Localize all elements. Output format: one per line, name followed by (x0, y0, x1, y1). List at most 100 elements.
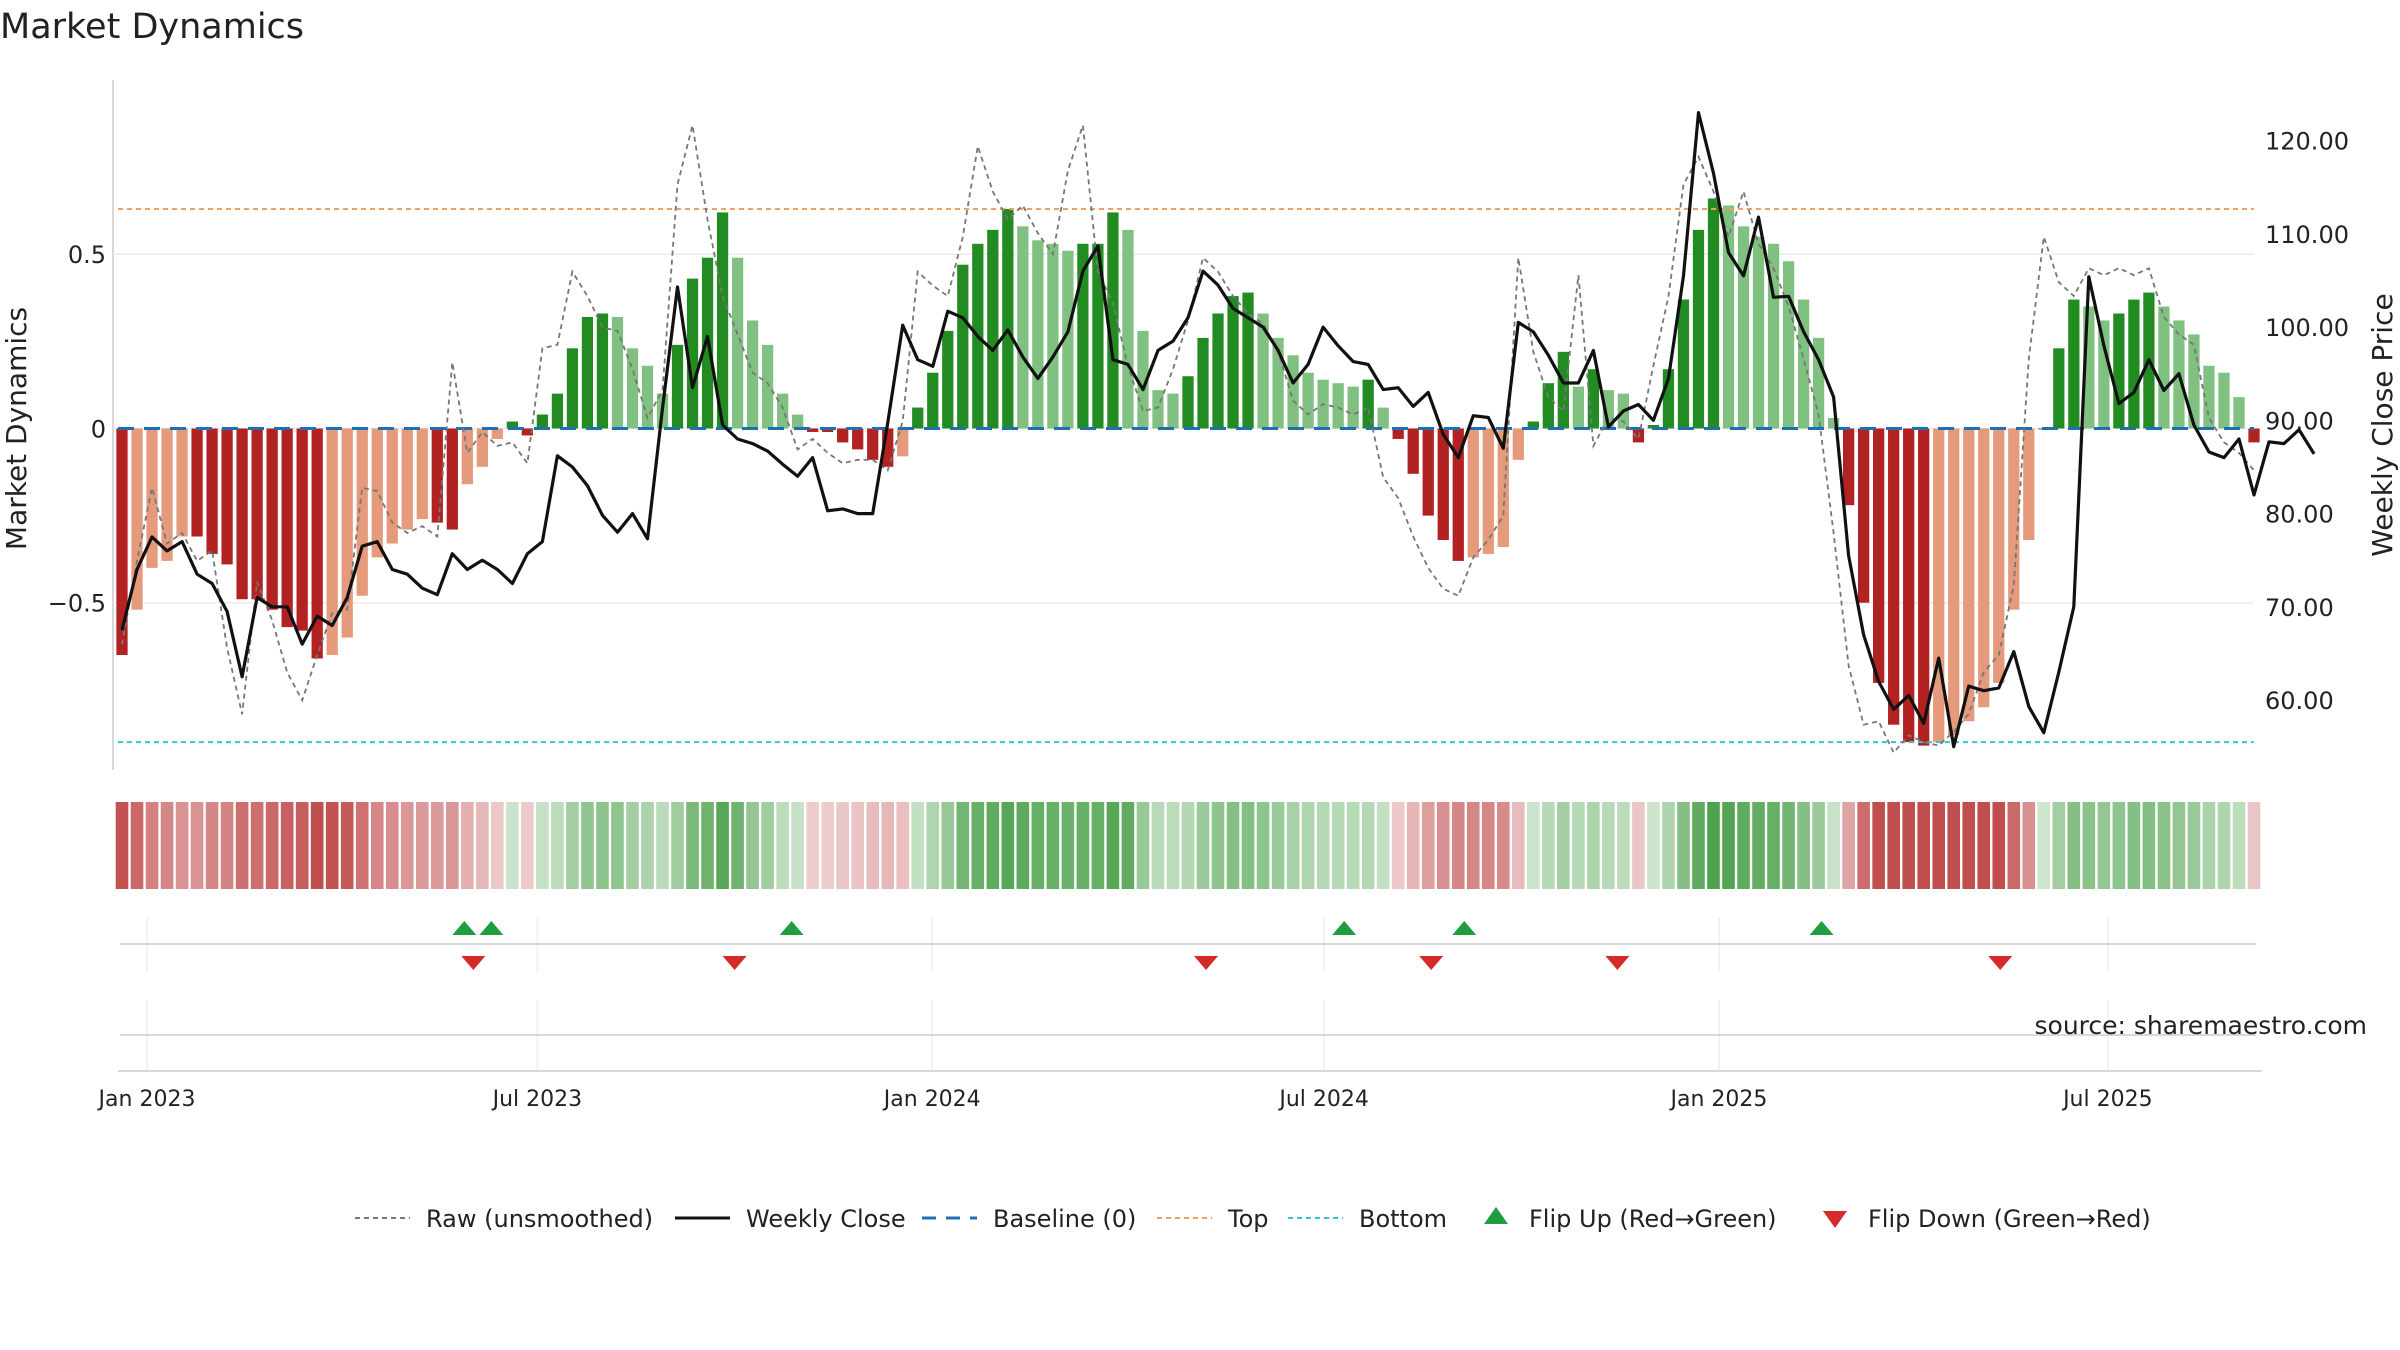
regime-cell (1076, 802, 1090, 889)
regime-cell (1301, 802, 1315, 889)
dynamics-bar (1993, 428, 2005, 683)
dynamics-bar (1512, 428, 1524, 460)
dynamics-bar (2128, 299, 2140, 429)
regime-cell (1031, 802, 1045, 889)
dynamics-bar (1152, 390, 1164, 429)
legend-label: Baseline (0) (993, 1205, 1136, 1233)
dynamics-bar (1812, 337, 1825, 429)
legend-flip-down-swatch (1823, 1211, 1847, 1228)
flip-down-marker (461, 956, 486, 970)
dynamics-bar (1948, 428, 1960, 736)
regime-cell (596, 802, 609, 889)
regime-cell (1091, 802, 1105, 889)
raw-line (121, 125, 2255, 755)
regime-cell (1827, 802, 1840, 889)
dynamics-bar (2098, 320, 2110, 429)
regime-cell (1361, 802, 1375, 889)
dynamics-bar (1452, 428, 1464, 561)
regime-cell (160, 802, 174, 889)
regime-cell (446, 802, 459, 889)
regime-cell (1902, 802, 1915, 889)
regime-cell (1812, 802, 1825, 889)
dynamics-bar (867, 428, 879, 460)
dynamics-bar (1077, 243, 1089, 429)
dynamics-bar (2248, 428, 2260, 443)
dynamics-bar (116, 428, 128, 655)
dynamics-bar (731, 257, 744, 429)
regime-cell (1557, 802, 1570, 889)
regime-cell (956, 802, 970, 889)
regime-cell (1617, 802, 1630, 889)
dynamics-bar (476, 428, 488, 467)
regime-cell (791, 802, 804, 889)
dynamics-bar (761, 344, 774, 429)
regime-cell (1271, 802, 1285, 889)
regime-cell (2232, 802, 2246, 889)
regime-cell (761, 802, 774, 889)
weekly-close-line (120, 110, 2316, 749)
regime-cell (1917, 802, 1930, 889)
regime-cell (1572, 802, 1585, 889)
dynamics-bar (611, 316, 624, 429)
dynamics-bar (716, 212, 729, 429)
regime-cell (415, 802, 429, 889)
regime-cell (1406, 802, 1420, 889)
regime-cell (190, 802, 204, 889)
regime-cell (145, 802, 159, 889)
legend-item-close: Weekly Close (675, 1205, 906, 1233)
dynamics-bar (1722, 205, 1735, 429)
dynamics-bar (491, 428, 503, 439)
flip-down-marker (1194, 956, 1219, 970)
dynamics-bar (1122, 229, 1134, 429)
dynamics-bar (506, 421, 518, 429)
flip-down-marker (1419, 956, 1444, 970)
regime-cell (1542, 802, 1555, 889)
dynamics-bar (686, 278, 699, 429)
regime-cell (1602, 802, 1615, 889)
right-tick-label: 100.00 (2265, 314, 2349, 342)
dynamics-bar (957, 264, 969, 429)
regime-cell (235, 802, 249, 889)
dynamics-bar (671, 344, 684, 429)
regime-cell (1016, 802, 1030, 889)
x-tick-label: Jul 2025 (2061, 1087, 2153, 1112)
legend-item-baseline: Baseline (0) (922, 1205, 1136, 1233)
regime-cell (1737, 802, 1750, 889)
dynamics-bar (1918, 428, 1930, 746)
flip-up-marker (479, 921, 504, 935)
dynamics-bar (927, 372, 939, 429)
legend-item-flipup: Flip Up (Red→Green) (1484, 1205, 1777, 1233)
dynamics-bar (1137, 330, 1149, 429)
dynamics-bar (536, 414, 549, 429)
regime-cell (1797, 802, 1810, 889)
dynamics-bar (1272, 337, 1284, 429)
right-tick-label: 110.00 (2265, 221, 2349, 249)
dynamics-bar (1107, 212, 1119, 429)
regime-cell (1136, 802, 1150, 889)
flip-down-marker (722, 956, 747, 970)
dynamics-bar (296, 428, 308, 631)
x-tick-label: Jan 2024 (882, 1087, 981, 1112)
regime-cell (941, 802, 955, 889)
regime-cell (1857, 802, 1870, 889)
regime-cell (566, 802, 579, 889)
legend: Raw (unsmoothed) Weekly Close Baseline (0)… (355, 1205, 2151, 1233)
dynamics-bar (326, 428, 338, 655)
regime-cell (1331, 802, 1345, 889)
dynamics-bar (1662, 369, 1675, 429)
dynamics-bar (176, 428, 188, 537)
regime-cell (2052, 802, 2066, 889)
regime-cell (866, 802, 880, 889)
regime-cell (626, 802, 639, 889)
regime-cell (2247, 802, 2261, 889)
regime-cell (2067, 802, 2081, 889)
dynamics-bar (626, 348, 639, 429)
dynamics-bar (822, 428, 834, 432)
regime-cell (310, 802, 324, 889)
regime-cell (2127, 802, 2141, 889)
regime-cell (1166, 802, 1180, 889)
dynamics-bar (1362, 379, 1374, 429)
dynamics-bar (912, 407, 924, 429)
regime-cell (1947, 802, 1961, 889)
